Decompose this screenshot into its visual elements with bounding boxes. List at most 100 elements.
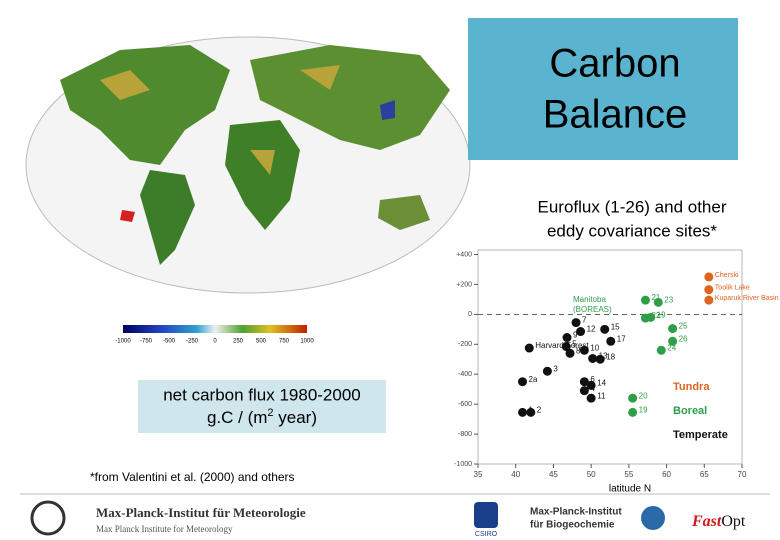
point-label: 3 <box>553 364 558 373</box>
title-box <box>468 18 738 160</box>
point <box>704 295 714 305</box>
point <box>668 336 678 346</box>
plot-area <box>477 249 743 465</box>
x-tick-label: 55 <box>624 470 633 479</box>
subtitle: Euroflux (1-26) and other <box>538 197 727 216</box>
point-label: 9 <box>573 331 578 340</box>
colorbar <box>123 325 307 333</box>
point <box>579 345 589 355</box>
mpi-logo <box>30 500 66 536</box>
colorbar-tick-label: 250 <box>233 339 244 345</box>
point <box>579 377 589 387</box>
x-tick-label: 50 <box>587 470 596 479</box>
y-tick-label: +400 <box>456 251 472 258</box>
map-legend-part: g.C / (m <box>207 408 267 427</box>
point-label: Cherski <box>715 272 739 279</box>
point <box>704 285 714 295</box>
logo-text: CSIRO <box>475 531 498 538</box>
point-label: 4 <box>590 384 595 393</box>
point-label: 20 <box>639 391 648 400</box>
x-tick-label: 40 <box>511 470 520 479</box>
x-axis-label: latitude N <box>609 484 651 495</box>
map-legend: net carbon flux 1980-2000 <box>163 385 361 404</box>
point-label: 5 <box>572 340 577 349</box>
point <box>586 393 596 403</box>
logo-text: Fast <box>691 513 722 530</box>
y-tick-label: -200 <box>458 341 472 348</box>
point <box>653 297 663 307</box>
point <box>628 393 638 403</box>
colorbar-tick-label: -500 <box>163 339 176 345</box>
point-label: 7 <box>582 316 587 325</box>
point-label: 6 <box>590 375 595 384</box>
point-label: Harvard Forest <box>535 341 589 350</box>
map-legend-sup: 2 <box>267 407 273 419</box>
title: Balance <box>543 93 688 137</box>
point-label: 19 <box>657 310 666 319</box>
point <box>586 380 596 390</box>
point-label: 23 <box>664 295 673 304</box>
y-tick-label: -400 <box>458 371 472 378</box>
map-legend-box <box>138 380 386 433</box>
point <box>526 407 536 417</box>
legend-entry: Boreal <box>673 405 707 417</box>
colorbar-tick-label: -1000 <box>115 339 131 345</box>
point <box>561 342 571 352</box>
bgc-logo <box>641 506 665 530</box>
point <box>562 333 572 343</box>
point <box>518 407 528 417</box>
x-tick-label: 45 <box>549 470 558 479</box>
point <box>606 336 616 346</box>
point-label: 22 <box>651 311 660 320</box>
point <box>600 324 610 334</box>
point-label: Toolik Lake <box>715 285 750 292</box>
legend-entry: Temperate <box>673 429 728 441</box>
annotation: Manitoba <box>573 295 606 304</box>
point-label: 15 <box>611 322 620 331</box>
x-tick-label: 60 <box>662 470 671 479</box>
point-label: 2 <box>537 405 542 414</box>
title: Carbon <box>549 42 680 86</box>
legend-entry: Tundra <box>673 381 710 393</box>
point <box>704 272 714 282</box>
point-label: 25 <box>679 322 688 331</box>
point-label: 17 <box>617 334 626 343</box>
point <box>579 386 589 396</box>
x-tick-label: 35 <box>474 470 483 479</box>
colorbar-tick-label: 0 <box>213 339 217 345</box>
point-label: 2a <box>529 375 538 384</box>
point <box>542 366 552 376</box>
subtitle: eddy covariance sites* <box>547 221 717 240</box>
point <box>640 295 650 305</box>
point-label: 13 <box>599 352 608 361</box>
point-label: 18 <box>606 352 615 361</box>
point-label: 10 <box>590 343 599 352</box>
point-label: 21 <box>651 293 660 302</box>
colorbar-tick-label: 500 <box>256 339 267 345</box>
colorbar-tick-label: -750 <box>140 339 153 345</box>
point <box>656 345 666 355</box>
logo-text: für Biogeochemie <box>530 520 615 531</box>
map-legend: g.C / (m2 year) <box>207 407 317 428</box>
annotation: (BOREAS) <box>573 305 612 314</box>
world-map <box>25 36 471 294</box>
point <box>565 348 575 358</box>
point-label: 8 <box>576 346 581 355</box>
fastopt-logo: FastOpt <box>691 513 746 530</box>
footnote: *from Valentini et al. (2000) and others <box>90 470 295 484</box>
y-tick-label: -800 <box>458 431 472 438</box>
colorbar-tick-label: 1000 <box>300 339 314 345</box>
csiro-logo <box>474 502 498 528</box>
logo-text: Max-Planck-Institut <box>530 507 622 518</box>
logo-text: Max Planck Institute for Meteorology <box>96 524 233 534</box>
point-label: 12 <box>587 325 596 334</box>
map-legend-part: year) <box>274 408 317 427</box>
x-tick-label: 70 <box>738 470 747 479</box>
colorbar-tick-label: -250 <box>186 339 199 345</box>
point <box>628 407 638 417</box>
logo-text: Opt <box>721 513 746 530</box>
logo-text: Max-Planck-Institut für Meteorologie <box>96 505 306 520</box>
y-tick-label: +200 <box>456 281 472 288</box>
